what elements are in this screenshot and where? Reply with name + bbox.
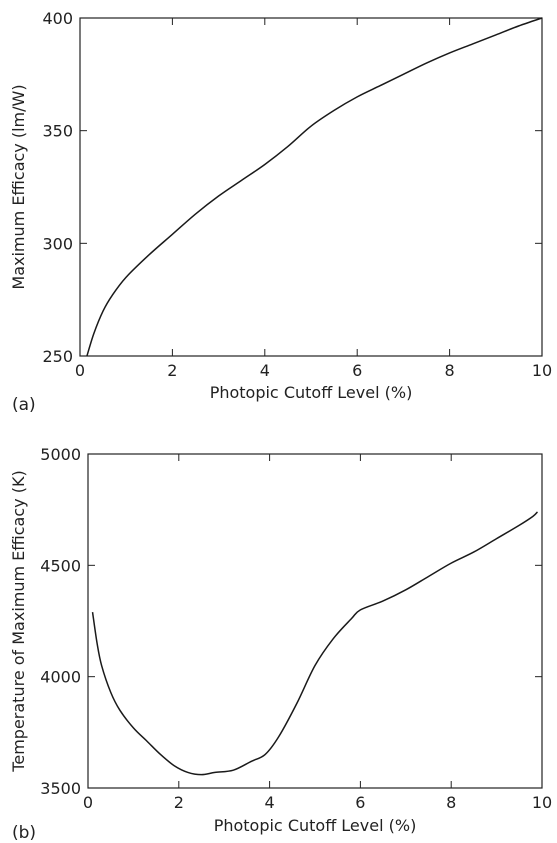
x-tick-label-b-4: 8 — [446, 793, 456, 812]
y-axis-label-b: Temperature of Maximum Efficacy (K) — [9, 470, 28, 772]
x-axis-label-a: Photopic Cutoff Level (%) — [210, 383, 413, 402]
x-tick-label-b-2: 4 — [265, 793, 275, 812]
plot-frame-b — [87, 453, 543, 789]
x-tick-label-b-0: 0 — [83, 793, 93, 812]
y-tick-label-a-2: 350 — [42, 122, 73, 141]
y-tick-label-b-2: 4500 — [40, 556, 81, 575]
x-tick-label-a-3: 6 — [352, 361, 362, 380]
x-axis-label-b: Photopic Cutoff Level (%) — [214, 816, 417, 835]
y-axis-label-a: Maximum Efficacy (lm/W) — [9, 84, 28, 289]
x-tick-label-a-2: 4 — [260, 361, 270, 380]
chart-panel-b: 0 2 4 6 8 10 3500 4000 4500 5000 Photopic Cutoff … — [9, 445, 552, 843]
x-tick-label-a-5: 10 — [532, 361, 552, 380]
panel-label-b: (b) — [12, 823, 36, 843]
panel-label-a: (a) — [12, 395, 36, 415]
x-tick-label-a-1: 2 — [167, 361, 177, 380]
x-tick-label-b-3: 6 — [355, 793, 365, 812]
x-tick-label-a-4: 8 — [445, 361, 455, 380]
y-tick-label-a-3: 400 — [42, 9, 73, 28]
plot-frame-a — [79, 17, 543, 357]
chart-panel-a: 0 2 4 6 8 10 250 300 350 400 Photopic Cutoff Leve… — [9, 9, 552, 415]
series-line-a — [86, 17, 543, 357]
x-tick-label-b-5: 10 — [532, 793, 552, 812]
y-tick-label-a-0: 250 — [42, 347, 73, 366]
ticks-a: 0 2 4 6 8 10 250 300 350 400 — [42, 9, 552, 380]
x-tick-label-a-0: 0 — [75, 361, 85, 380]
y-tick-label-b-3: 5000 — [40, 445, 81, 464]
series-line-b — [91, 511, 539, 776]
y-tick-label-a-1: 300 — [42, 234, 73, 253]
x-tick-label-b-1: 2 — [174, 793, 184, 812]
ticks-b: 0 2 4 6 8 10 3500 4000 4500 5000 — [40, 445, 552, 812]
y-tick-label-b-1: 4000 — [40, 668, 81, 687]
y-tick-label-b-0: 3500 — [40, 779, 81, 798]
